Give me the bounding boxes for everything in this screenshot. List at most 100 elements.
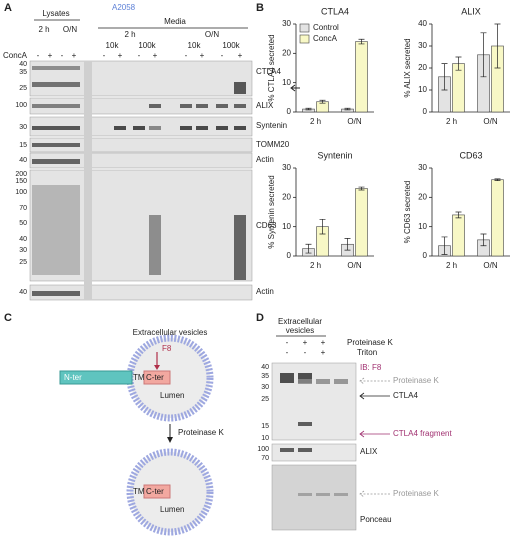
domain-label: TM xyxy=(133,487,145,496)
error-bar xyxy=(305,243,312,254)
blot-label: ALIX xyxy=(256,101,274,110)
blot-band xyxy=(44,104,56,108)
blot-band xyxy=(196,104,208,108)
band-label: CTLA4 xyxy=(393,391,418,400)
blot-band xyxy=(44,185,56,275)
marker-label: 25 xyxy=(261,396,269,403)
bar xyxy=(355,41,368,113)
marker-label: 35 xyxy=(19,69,27,76)
domain-label: C-ter xyxy=(146,487,164,496)
time-label: O/N xyxy=(205,30,219,39)
blot-band xyxy=(149,104,161,108)
error-bar xyxy=(455,211,462,219)
error-bar xyxy=(358,38,365,45)
y-tick-label: 30 xyxy=(282,19,291,28)
y-axis-label: % Syntenin secreted xyxy=(267,175,276,248)
blot-band xyxy=(56,126,68,130)
domain-label: C-ter xyxy=(146,373,164,382)
label-arrow xyxy=(359,490,390,498)
domain-label: TM xyxy=(133,373,145,382)
c-ter-domain xyxy=(143,370,171,385)
blot-band xyxy=(298,448,312,452)
error-bar xyxy=(319,99,326,104)
panel-letter: B xyxy=(256,2,264,14)
error-bar xyxy=(480,233,487,247)
error-bar xyxy=(494,23,501,69)
sign: - xyxy=(286,348,289,357)
blot-band xyxy=(68,104,80,108)
sign: + xyxy=(321,338,326,347)
blot-band xyxy=(180,104,192,108)
blot-band xyxy=(316,493,330,496)
time-label: 2 h xyxy=(124,30,135,39)
blot-band xyxy=(56,159,68,164)
y-tick-label: 0 xyxy=(423,251,428,260)
sign: + xyxy=(48,51,53,60)
treatment-label: ConcA xyxy=(3,51,28,60)
error-bar xyxy=(455,56,462,71)
y-tick-label: 20 xyxy=(282,48,291,57)
y-tick-label: 10 xyxy=(418,222,427,231)
y-axis-label: % CD63 secreted xyxy=(403,181,412,244)
blot-band xyxy=(32,82,44,87)
y-tick-label: 0 xyxy=(423,107,428,116)
arrow-head xyxy=(167,437,173,443)
treatment-label: Proteinase K xyxy=(178,428,224,437)
blot-label: Proteinase K xyxy=(393,489,439,498)
label-arrow xyxy=(359,430,390,438)
sign: - xyxy=(286,338,289,347)
fraction-label: 10k xyxy=(106,41,120,50)
blot-band xyxy=(68,66,80,70)
marker-label: 15 xyxy=(19,142,27,149)
vesicle-diagram xyxy=(59,334,214,536)
sign: + xyxy=(200,51,205,60)
blot-band xyxy=(216,104,228,108)
sample-label: vesicles xyxy=(286,326,314,335)
y-tick-label: 30 xyxy=(418,163,427,172)
x-tick-label: 2 h xyxy=(310,261,321,270)
epitope-label: F8 xyxy=(162,344,172,353)
panel-letter: C xyxy=(4,312,12,324)
marker-label: 40 xyxy=(19,61,27,68)
blot-label: ALIX xyxy=(360,447,378,456)
y-tick-label: 20 xyxy=(418,63,427,72)
x-tick-label: O/N xyxy=(483,117,497,126)
marker-label: 40 xyxy=(261,364,269,371)
c-ter-domain xyxy=(143,484,171,499)
y-tick-label: 10 xyxy=(282,78,291,87)
y-tick-label: 30 xyxy=(282,163,291,172)
sign: - xyxy=(61,51,64,60)
chart-title: CTLA4 xyxy=(321,6,349,16)
blot-band xyxy=(68,185,80,275)
cell-line: A2058 xyxy=(112,3,136,12)
sign: + xyxy=(153,51,158,60)
sign: + xyxy=(118,51,123,60)
blot-band xyxy=(180,126,192,130)
blot-band xyxy=(196,126,208,130)
blot-band xyxy=(68,291,80,296)
error-bar xyxy=(358,186,365,191)
blot-band xyxy=(133,126,145,130)
blot-label: Ponceau xyxy=(360,515,392,524)
blot-band xyxy=(298,373,312,383)
fraction-label: 10k xyxy=(188,41,202,50)
sign: - xyxy=(138,51,141,60)
error-bar xyxy=(344,238,351,251)
blot-band xyxy=(56,104,68,108)
marker-label: 25 xyxy=(19,259,27,266)
x-tick-label: 2 h xyxy=(446,117,457,126)
marker-label: 10 xyxy=(261,435,269,442)
blot-band xyxy=(68,82,80,87)
error-bar xyxy=(319,218,326,235)
bar xyxy=(452,214,465,257)
blot-band xyxy=(44,291,56,296)
label-arrow xyxy=(359,392,390,400)
lumen-label: Lumen xyxy=(160,505,184,514)
blot-band xyxy=(234,126,246,130)
blot-band xyxy=(216,126,228,130)
blot-label: CTLA4 xyxy=(256,67,281,76)
legend-label: ConcA xyxy=(313,34,338,43)
legend-label: Control xyxy=(313,23,339,32)
blot-strip xyxy=(271,443,357,462)
